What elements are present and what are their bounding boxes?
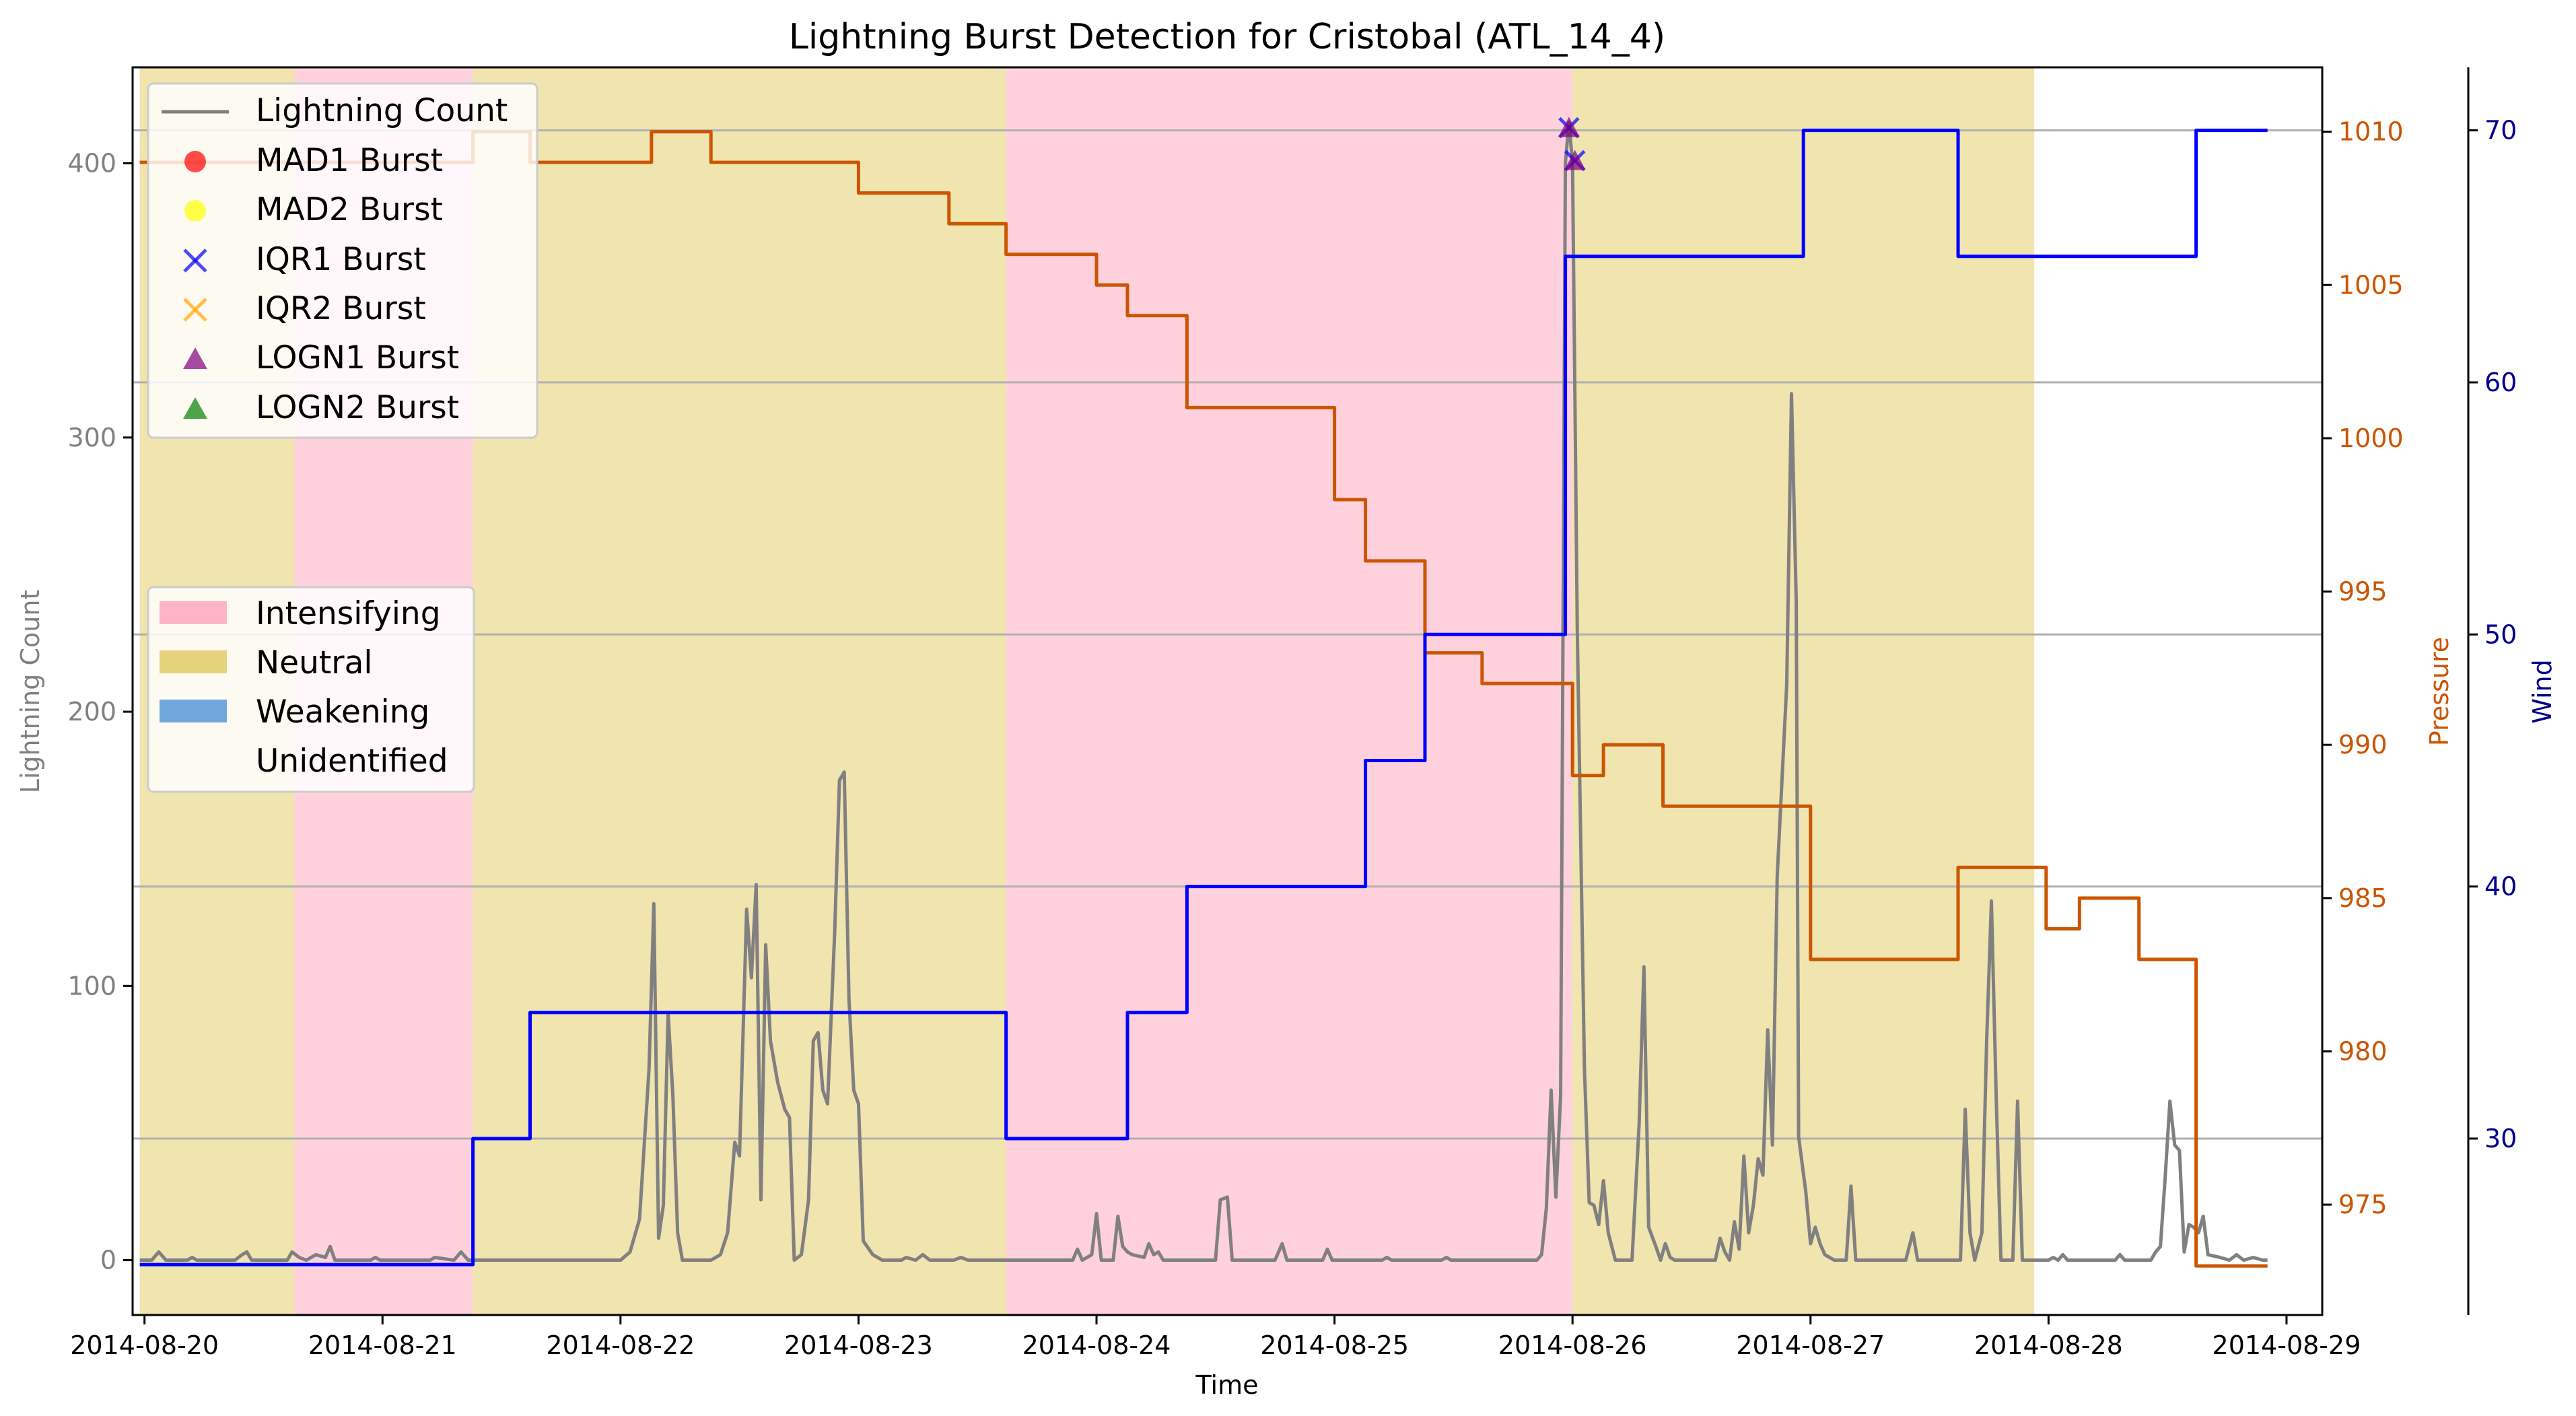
y-pressure-tick-label: 1000 bbox=[2338, 424, 2404, 453]
y-pressure-tick-label: 990 bbox=[2338, 730, 2388, 760]
y-left-tick-label: 300 bbox=[67, 423, 116, 452]
burst-markers bbox=[1558, 116, 1586, 172]
legend-neutral-label: Neutral bbox=[256, 644, 372, 681]
y-pressure-tick-label: 980 bbox=[2338, 1036, 2388, 1066]
legend-mad1-marker bbox=[184, 151, 206, 172]
y-axis-label-wind: Wind bbox=[2528, 659, 2557, 724]
chart-title: Lightning Burst Detection for Cristobal … bbox=[789, 17, 1665, 57]
legend-mad1-label: MAD1 Burst bbox=[256, 142, 443, 179]
legend-phases-box bbox=[147, 586, 475, 793]
legend-iqr2-marker bbox=[183, 298, 207, 322]
series-lines bbox=[139, 120, 2268, 1268]
axes: 2014-08-20 2014-08-21 2014-08-22 2014-08-23… bbox=[67, 67, 2517, 1360]
burst-marker-logn1 bbox=[1558, 116, 1580, 137]
legend-iqr1-label: IQR1 Burst bbox=[256, 241, 426, 278]
y-pressure-tick-label: 985 bbox=[2338, 883, 2388, 913]
x-axis-label: Time bbox=[1195, 1370, 1259, 1400]
y-wind-tick-label: 70 bbox=[2484, 116, 2517, 145]
y-left-tick-label: 100 bbox=[67, 971, 116, 1001]
y-left-tick-label: 0 bbox=[100, 1246, 116, 1275]
y-pressure-tick-label: 995 bbox=[2338, 577, 2388, 607]
y-axis-label-pressure: Pressure bbox=[2425, 637, 2454, 746]
legend-series-box bbox=[147, 82, 538, 439]
y-pressure-tick-label: 1010 bbox=[2338, 117, 2404, 147]
legend-lightning-label: Lightning Count bbox=[256, 92, 508, 129]
legend-logn1-label: LOGN1 Burst bbox=[256, 339, 459, 376]
wind-line bbox=[139, 129, 2268, 1267]
plot-frame bbox=[131, 66, 2324, 1316]
x-tick-label: 2014-08-23 bbox=[784, 1330, 933, 1360]
y-left-tick-label: 400 bbox=[67, 149, 116, 178]
legend-series: Lightning Count MAD1 Burst MAD2 Burst IQ… bbox=[147, 82, 538, 439]
x-tick-label: 2014-08-24 bbox=[1022, 1330, 1171, 1360]
x-tick-label: 2014-08-26 bbox=[1498, 1330, 1647, 1360]
pressure-line bbox=[139, 130, 2268, 1268]
y-wind-tick-label: 60 bbox=[2484, 368, 2517, 397]
y-left-tick-label: 200 bbox=[67, 697, 116, 727]
legend-mad2-marker bbox=[184, 200, 206, 222]
legend-intensifying-label: Intensifying bbox=[256, 595, 441, 632]
x-tick-label: 2014-08-28 bbox=[1974, 1330, 2123, 1360]
y-wind-tick-label: 50 bbox=[2484, 619, 2517, 649]
legend-weakening-label: Weakening bbox=[256, 694, 429, 731]
legend-logn2-label: LOGN2 Burst bbox=[256, 389, 459, 426]
x-tick-label: 2014-08-22 bbox=[546, 1330, 695, 1360]
legend-neutral-swatch bbox=[160, 650, 227, 673]
x-tick-label: 2014-08-27 bbox=[1736, 1330, 1885, 1360]
y-wind-tick-label: 40 bbox=[2484, 872, 2517, 902]
x-tick-label: 2014-08-25 bbox=[1260, 1330, 1409, 1360]
burst-marker-logn1 bbox=[1564, 149, 1586, 170]
y-wind-tick-label: 30 bbox=[2484, 1124, 2517, 1153]
x-tick-label: 2014-08-29 bbox=[2213, 1330, 2361, 1360]
phase-span-intensifying bbox=[1006, 67, 1573, 1315]
legend-intensifying-swatch bbox=[160, 601, 227, 624]
legend-unidentified-label: Unidentified bbox=[256, 743, 448, 780]
x-tick-label: 2014-08-21 bbox=[308, 1330, 457, 1360]
x-tick-label: 2014-08-20 bbox=[70, 1330, 219, 1360]
y-pressure-tick-label: 1005 bbox=[2338, 270, 2404, 300]
y-pressure-tick-label: 975 bbox=[2338, 1190, 2388, 1219]
y-axis-label-lightning: Lightning Count bbox=[15, 590, 45, 794]
legend-iqr2-label: IQR2 Burst bbox=[256, 290, 426, 327]
phase-span-neutral bbox=[1572, 67, 2035, 1315]
legend-weakening-swatch bbox=[160, 700, 227, 722]
legend-iqr1-marker bbox=[183, 248, 207, 273]
legend-phases: Intensifying Neutral Weakening Unidentif… bbox=[147, 586, 475, 793]
legend-logn1-marker bbox=[183, 347, 207, 369]
legend-logn2-marker bbox=[183, 397, 207, 419]
legend-mad2-label: MAD2 Burst bbox=[256, 191, 443, 228]
